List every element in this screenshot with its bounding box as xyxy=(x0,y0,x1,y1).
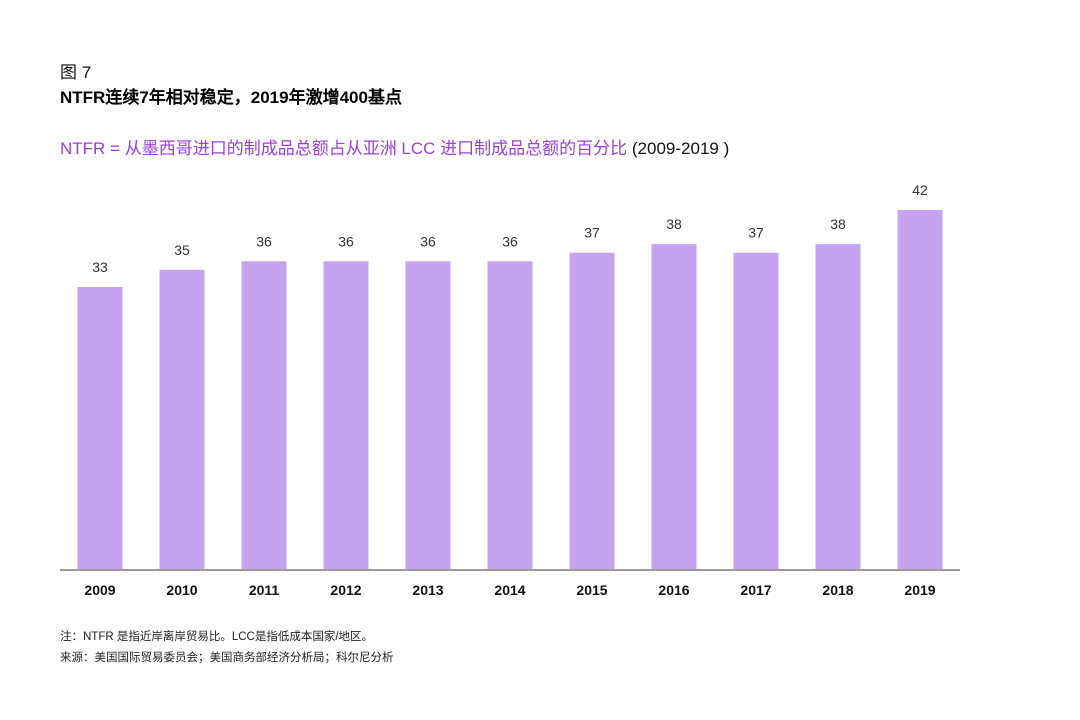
chart-subtitle: NTFR = 从墨西哥进口的制成品总额占从亚洲 LCC 进口制成品总额的百分比 … xyxy=(60,134,729,159)
category-label-2017: 2017 xyxy=(740,582,771,598)
data-label-2018: 38 xyxy=(830,216,846,232)
data-label-2014: 36 xyxy=(502,233,518,249)
data-label-2015: 37 xyxy=(584,225,600,241)
chart-title: NTFR连续7年相对稳定，2019年激增400基点 xyxy=(60,88,402,107)
category-label-2018: 2018 xyxy=(822,582,853,598)
data-label-2012: 36 xyxy=(338,233,354,249)
bar-2009 xyxy=(77,286,123,569)
data-label-2011: 36 xyxy=(256,233,272,249)
bar-2016 xyxy=(651,244,697,569)
category-label-2019: 2019 xyxy=(904,582,935,598)
category-label-2016: 2016 xyxy=(658,582,689,598)
bar-2010 xyxy=(159,269,205,569)
bar-2013 xyxy=(405,261,451,569)
bar-2019 xyxy=(897,210,943,569)
category-label-2011: 2011 xyxy=(249,582,280,598)
category-labels-layer: 2009 2010 2011 2012 2013 2014 2015 2016 2017 2018… xyxy=(84,582,935,598)
bar-2014 xyxy=(487,261,533,569)
bar-2012 xyxy=(323,261,369,569)
category-label-2009: 2009 xyxy=(84,582,115,598)
category-label-2012: 2012 xyxy=(330,582,361,598)
bar-2015 xyxy=(569,252,615,569)
bars-layer xyxy=(77,210,943,569)
category-label-2010: 2010 xyxy=(166,582,197,598)
bar-2017 xyxy=(733,252,779,569)
chart-notes: 注：NTFR 是指近岸离岸贸易比。LCC是指低成本国家/地区。 来源：美国国际贸… xyxy=(60,627,394,669)
data-labels-layer: 33 35 36 36 36 36 37 38 37 38 42 xyxy=(92,182,928,275)
category-label-2014: 2014 xyxy=(494,582,525,598)
data-label-2013: 36 xyxy=(420,233,436,249)
bar-2011 xyxy=(241,261,287,569)
chart-subtitle-range: (2009-2019 ) xyxy=(631,139,730,158)
figure-label: 图 7 xyxy=(60,63,92,82)
bar-2018 xyxy=(815,244,861,569)
category-label-2013: 2013 xyxy=(412,582,443,598)
note-text: 注：NTFR 是指近岸离岸贸易比。LCC是指低成本国家/地区。 xyxy=(60,631,374,643)
source-text: 来源：美国国际贸易委员会；美国商务部经济分析局；科尔尼分析 xyxy=(60,652,394,664)
data-label-2019: 42 xyxy=(912,182,928,198)
chart-subtitle-text: NTFR = 从墨西哥进口的制成品总额占从亚洲 LCC 进口制成品总额的百分比 xyxy=(60,139,628,158)
data-label-2009: 33 xyxy=(92,259,108,275)
data-label-2016: 38 xyxy=(666,216,682,232)
data-label-2010: 35 xyxy=(174,242,190,258)
category-label-2015: 2015 xyxy=(576,582,607,598)
data-label-2017: 37 xyxy=(748,225,764,241)
